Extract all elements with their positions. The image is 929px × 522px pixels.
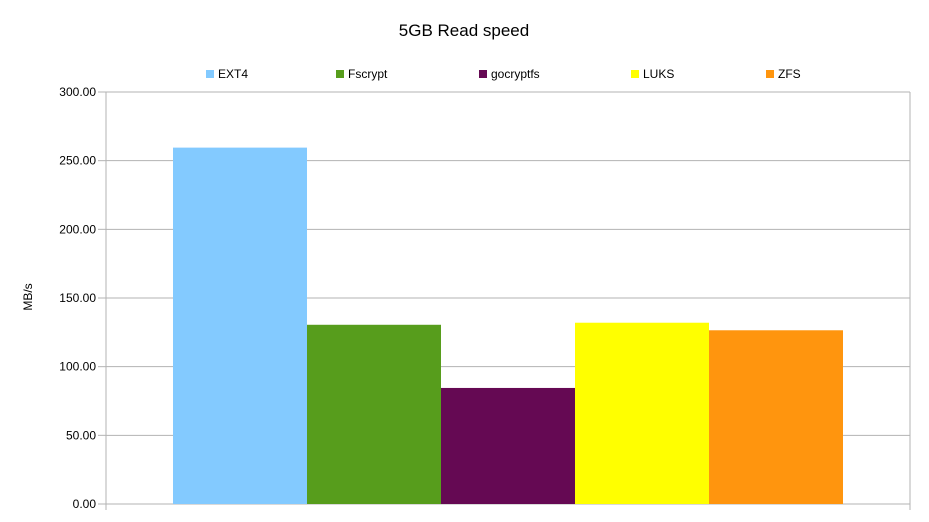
legend-swatch [206, 70, 214, 78]
y-tick-label: 100.00 [59, 360, 96, 374]
bar-fscrypt [307, 324, 441, 504]
legend-swatch [336, 70, 344, 78]
legend-label: EXT4 [218, 67, 248, 81]
bar-gocryptfs [441, 387, 575, 504]
y-tick-label: 50.00 [66, 428, 96, 442]
bar-ext4 [173, 147, 307, 504]
legend: EXT4 Fscrypt gocryptfs LUKS ZFS [206, 67, 801, 81]
y-tick-label: 0.00 [73, 497, 97, 511]
bar-zfs [709, 330, 843, 504]
y-tick-label: 200.00 [59, 222, 96, 236]
legend-item-gocryptfs: gocryptfs [479, 67, 540, 81]
axes [105, 92, 911, 510]
legend-swatch [479, 70, 487, 78]
bars [173, 147, 843, 504]
legend-item-luks: LUKS [631, 67, 674, 81]
y-axis-label: MB/s [21, 283, 35, 310]
legend-swatch [766, 70, 774, 78]
legend-label: LUKS [643, 67, 674, 81]
chart-title: 5GB Read speed [399, 21, 529, 40]
y-tick-label: 250.00 [59, 154, 96, 168]
legend-label: gocryptfs [491, 67, 540, 81]
y-tick-label: 300.00 [59, 85, 96, 99]
legend-item-zfs: ZFS [766, 67, 801, 81]
bar-luks [575, 322, 709, 504]
legend-label: ZFS [778, 67, 801, 81]
y-axis-ticks: 0.00 50.00 100.00 150.00 200.00 250.00 300.00 [59, 85, 96, 511]
legend-item-ext4: EXT4 [206, 67, 248, 81]
legend-swatch [631, 70, 639, 78]
y-tick-label: 150.00 [59, 291, 96, 305]
legend-label: Fscrypt [348, 67, 388, 81]
legend-item-fscrypt: Fscrypt [336, 67, 388, 81]
